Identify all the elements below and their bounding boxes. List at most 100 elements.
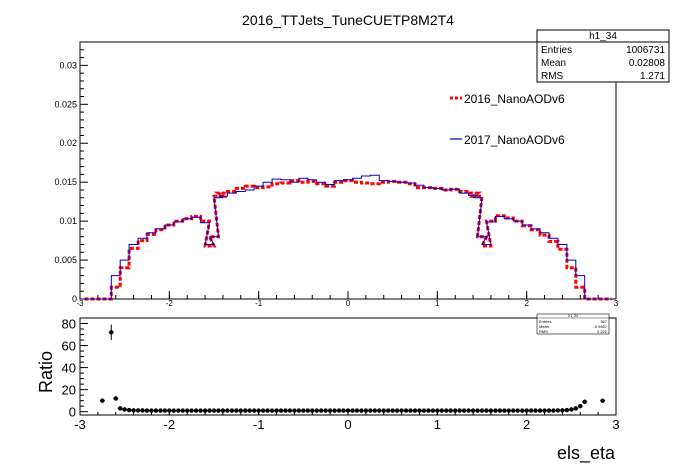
ratio-x-tick-label: -3 [74, 417, 86, 432]
ratio-stats-box: h1_34 Entries 367 Mean -0.9467 RMS 2.222 [536, 313, 610, 335]
ratio-point [180, 408, 185, 413]
ratio-point [341, 408, 346, 413]
ratio-point [533, 408, 538, 413]
ratio-point [573, 406, 578, 411]
ratio-point [234, 408, 239, 413]
ratio-point [126, 407, 132, 413]
ratio-point [189, 408, 194, 413]
top-x-tick-label: -2 [166, 299, 174, 308]
ratio-point [332, 408, 337, 413]
ratio-point [448, 408, 453, 413]
ratio-y-tick-label: 80 [62, 317, 76, 332]
ratio-point [359, 408, 364, 413]
ratio-point [394, 408, 400, 413]
ratio-x-tick-label: -2 [164, 417, 176, 432]
ratio-point [520, 408, 525, 413]
ratio-point [372, 408, 377, 413]
ratio-point [220, 408, 226, 413]
top-x-axis: -3 -2 -1 0 1 2 3 [76, 291, 619, 308]
ratio-stats-mean-value: -0.9467 [593, 324, 607, 329]
top-plot-frame [79, 41, 617, 300]
top-y-tick-label: 0 [72, 294, 77, 304]
ratio-x-axis-label: els_eta [557, 443, 616, 464]
ratio-point [301, 408, 306, 413]
ratio-point [564, 407, 570, 413]
ratio-point [131, 408, 136, 413]
stats-box-name: h1_34 [589, 31, 617, 42]
ratio-point [515, 408, 520, 413]
ratio-point [269, 408, 275, 413]
ratio-point [569, 407, 574, 412]
ratio-point [542, 408, 547, 413]
ratio-point [113, 396, 118, 401]
ratio-points [99, 324, 606, 413]
ratio-point [506, 408, 511, 413]
ratio-point [417, 408, 422, 413]
ratio-point [118, 406, 123, 411]
ratio-point [390, 408, 395, 413]
ratio-point [314, 408, 319, 413]
ratio-stats-rms-value: 2.222 [597, 329, 608, 334]
ratio-point [193, 408, 199, 413]
ratio-point [207, 408, 212, 413]
ratio-point [475, 408, 480, 413]
ratio-point [319, 408, 324, 413]
ratio-x-tick-label: 1 [434, 417, 441, 432]
ratio-point [292, 408, 297, 413]
ratio-point [470, 408, 476, 413]
ratio-point [453, 408, 458, 413]
ratio-point [229, 408, 235, 413]
ratio-point [582, 399, 587, 404]
ratio-point [176, 408, 181, 413]
series-line-2017 [84, 174, 612, 300]
ratio-point [354, 408, 360, 413]
ratio-point [412, 408, 418, 413]
stats-entries-value: 1006731 [626, 45, 665, 56]
ratio-point [350, 408, 355, 413]
ratio-point [140, 408, 145, 413]
ratio-point [555, 408, 561, 413]
ratio-point [135, 408, 141, 413]
ratio-point [399, 408, 404, 413]
ratio-point [283, 408, 288, 413]
top-plot-series [84, 174, 612, 301]
ratio-point [426, 408, 431, 413]
ratio-point [167, 408, 172, 413]
ratio-stats-rms-label: RMS [539, 329, 548, 334]
top-y-tick-label: 0.03 [59, 60, 77, 70]
ratio-stats-name: h1_34 [568, 314, 578, 318]
ratio-point [444, 408, 449, 413]
ratio-point [578, 403, 583, 409]
legend-label-2017: 2017_NanoAODv6 [464, 133, 565, 147]
ratio-point [185, 408, 190, 413]
ratio-x-tick-label: 3 [612, 417, 619, 432]
ratio-point [546, 408, 552, 413]
stats-rms-label: RMS [541, 71, 564, 82]
ratio-point [430, 408, 436, 413]
ratio-point [377, 408, 382, 413]
ratio-point [502, 408, 507, 413]
ratio-point [600, 398, 605, 403]
ratio-point [310, 408, 315, 413]
top-y-tick-label: 0.01 [59, 216, 77, 226]
top-y-tick-label: 0.005 [54, 255, 77, 265]
top-y-tick-label: 0.02 [59, 138, 77, 148]
ratio-point [403, 408, 409, 413]
ratio-x-tick-label: -1 [253, 417, 265, 432]
ratio-point [144, 408, 150, 413]
stats-rms-value: 1.271 [640, 71, 665, 82]
ratio-point [202, 408, 208, 413]
ratio-point [305, 408, 310, 413]
series-line-2016 [84, 179, 612, 301]
ratio-point [511, 408, 516, 413]
ratio-point [238, 408, 243, 413]
ratio-x-tick-label: 0 [344, 417, 351, 432]
ratio-point [323, 408, 328, 413]
ratio-x-tick-label: 2 [523, 417, 530, 432]
ratio-point [466, 408, 471, 413]
ratio-y-tick-label: 20 [62, 383, 76, 398]
ratio-point [278, 408, 284, 413]
stats-mean-value: 0.02808 [629, 58, 666, 69]
ratio-point [524, 408, 529, 413]
